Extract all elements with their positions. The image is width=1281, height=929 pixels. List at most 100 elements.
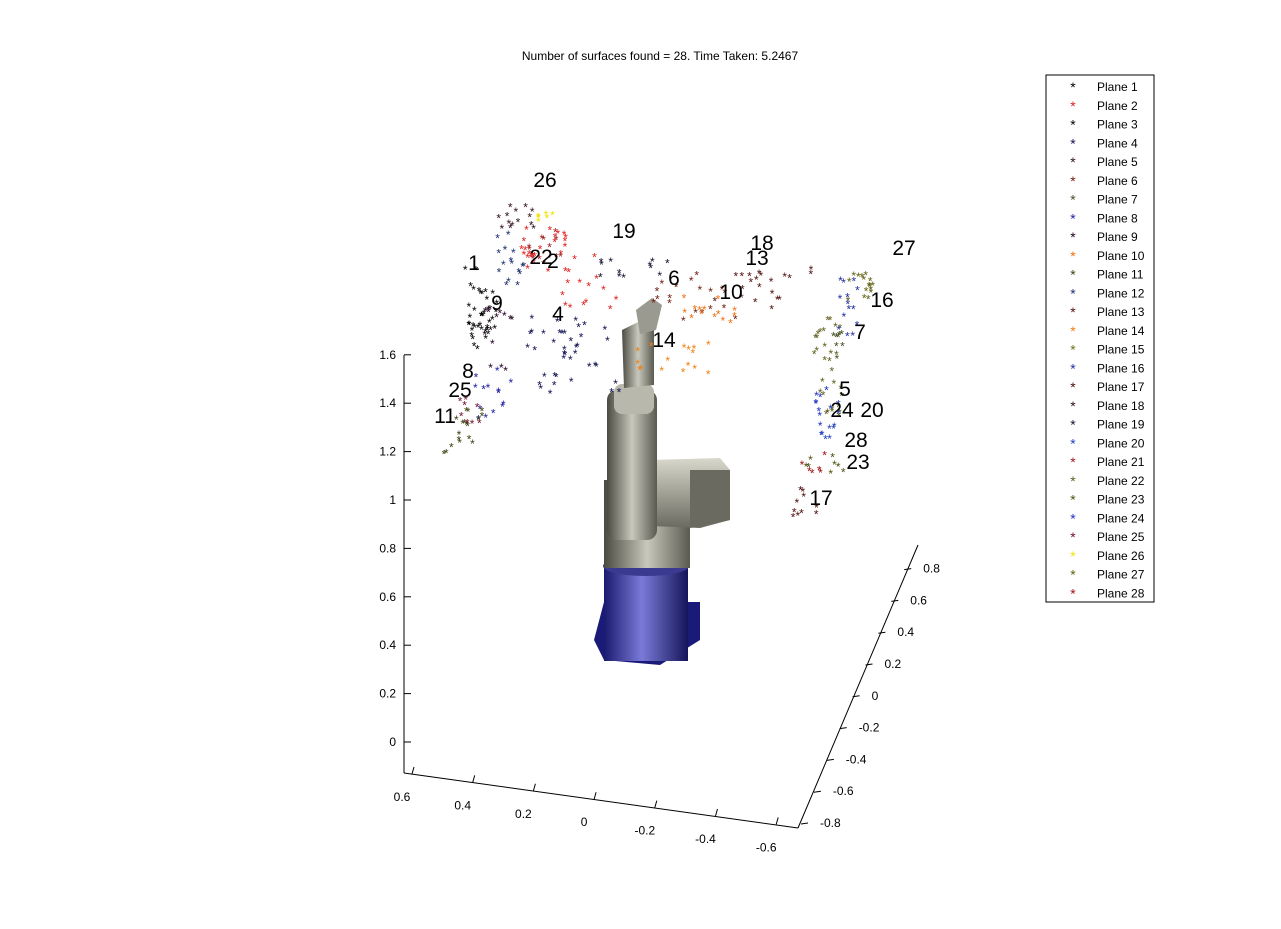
plane-point: * — [817, 409, 822, 423]
plane-point: * — [467, 311, 472, 325]
plane-point: * — [497, 307, 502, 321]
plane-point: * — [601, 283, 606, 297]
plane-point: * — [748, 276, 753, 290]
plane-point: * — [815, 332, 820, 346]
plane-point: * — [723, 287, 728, 301]
y-tick-label: 0 — [872, 689, 879, 703]
plane-point: * — [821, 324, 826, 338]
plane-point: * — [494, 297, 499, 311]
plane-point: * — [530, 249, 535, 263]
legend-entry: * Plane 26 — [1070, 548, 1144, 564]
plane-point: * — [801, 490, 806, 504]
plane-point: * — [565, 277, 570, 291]
plane-point: * — [828, 402, 833, 416]
plane-point: * — [829, 365, 834, 379]
legend-entry: * Plane 25 — [1070, 529, 1144, 545]
plane-point: * — [523, 244, 528, 258]
plane-point: * — [508, 222, 513, 236]
plane-point: * — [522, 235, 527, 249]
plane-point: * — [694, 269, 699, 283]
plane-point: * — [471, 283, 476, 297]
legend-entry: * Plane 19 — [1070, 417, 1144, 433]
plane-point: * — [470, 333, 475, 347]
plane-point: * — [621, 271, 626, 285]
y-tick-mark — [891, 599, 899, 602]
plane-point: * — [463, 263, 468, 277]
plane-point: * — [539, 232, 544, 246]
legend-marker-icon: * — [1070, 173, 1076, 189]
plane-point: * — [834, 339, 839, 353]
y-tick-label: -0.4 — [846, 752, 867, 766]
plane-point: * — [525, 251, 530, 265]
plane-point: * — [686, 359, 691, 373]
plane-point: * — [506, 228, 511, 242]
plane-point: * — [824, 383, 829, 397]
plane-number-label: 26 — [533, 169, 556, 192]
robot-elbow — [614, 384, 654, 414]
plane-point: * — [602, 323, 607, 337]
legend-entry: * Plane 23 — [1070, 492, 1144, 508]
plane-point: * — [866, 292, 871, 306]
plane-point: * — [822, 340, 827, 354]
legend-entry: * Plane 9 — [1070, 229, 1138, 245]
plane-point: * — [839, 327, 844, 341]
plane-point: * — [508, 255, 513, 269]
plane-point: * — [834, 330, 839, 344]
plane-point: * — [457, 428, 462, 442]
plane-point: * — [851, 303, 856, 317]
legend-entry: * Plane 13 — [1070, 304, 1144, 320]
plane-point: * — [617, 267, 622, 281]
plane-point: * — [814, 508, 819, 522]
legend-label: Plane 3 — [1097, 118, 1138, 132]
plane-point: * — [575, 340, 580, 354]
plane-point: * — [827, 354, 832, 368]
plane-point: * — [506, 275, 511, 289]
plane-point: * — [577, 276, 582, 290]
plane-number-label: 4 — [552, 303, 564, 326]
plane-point: * — [827, 432, 832, 446]
plane-point: * — [462, 399, 467, 413]
plane-point: * — [838, 274, 843, 288]
legend-label: Plane 22 — [1097, 474, 1145, 488]
plane-point: * — [665, 354, 670, 368]
plane-point: * — [740, 270, 745, 284]
legend-marker-icon: * — [1070, 304, 1076, 320]
robot-arm-illustration — [594, 298, 730, 665]
plane-point: * — [558, 250, 563, 264]
plane-point: * — [868, 283, 873, 297]
plane-point: * — [599, 255, 604, 269]
plane-point: * — [529, 219, 534, 233]
plane-point: * — [553, 226, 558, 240]
plane-point: * — [608, 303, 613, 317]
plane-number-label: 8 — [462, 360, 474, 383]
plane-point: * — [469, 329, 474, 343]
legend-label: Plane 9 — [1097, 230, 1138, 244]
plane-point: * — [457, 434, 462, 448]
plane-point: * — [818, 390, 823, 404]
plane-point: * — [834, 348, 839, 362]
plane-point: * — [827, 422, 832, 436]
y-tick-label: 0.4 — [897, 625, 914, 639]
plane-point: * — [818, 386, 823, 400]
plane-point: * — [490, 313, 495, 327]
legend-entry: * Plane 7 — [1070, 192, 1138, 208]
plane-point: * — [511, 246, 516, 260]
plane-point: * — [486, 306, 491, 320]
plane-point: * — [527, 241, 532, 255]
plane-point: * — [478, 403, 483, 417]
legend-entry: * Plane 24 — [1070, 510, 1144, 526]
plane-point: * — [542, 370, 547, 384]
chart-title: Number of surfaces found = 28. Time Take… — [522, 49, 799, 63]
legend-entry: * Plane 5 — [1070, 154, 1138, 170]
z-tick-label: 1 — [389, 493, 396, 507]
legend-marker-icon: * — [1070, 248, 1076, 264]
plane-point: * — [821, 388, 826, 402]
legend-marker-icon: * — [1070, 98, 1076, 114]
plane-point: * — [495, 364, 500, 378]
plane-point: * — [836, 407, 841, 421]
plane-point: * — [708, 285, 713, 299]
plane-point: * — [846, 294, 851, 308]
plane-point: * — [490, 287, 495, 301]
legend-label: Plane 2 — [1097, 99, 1138, 113]
plane-point: * — [532, 249, 537, 263]
